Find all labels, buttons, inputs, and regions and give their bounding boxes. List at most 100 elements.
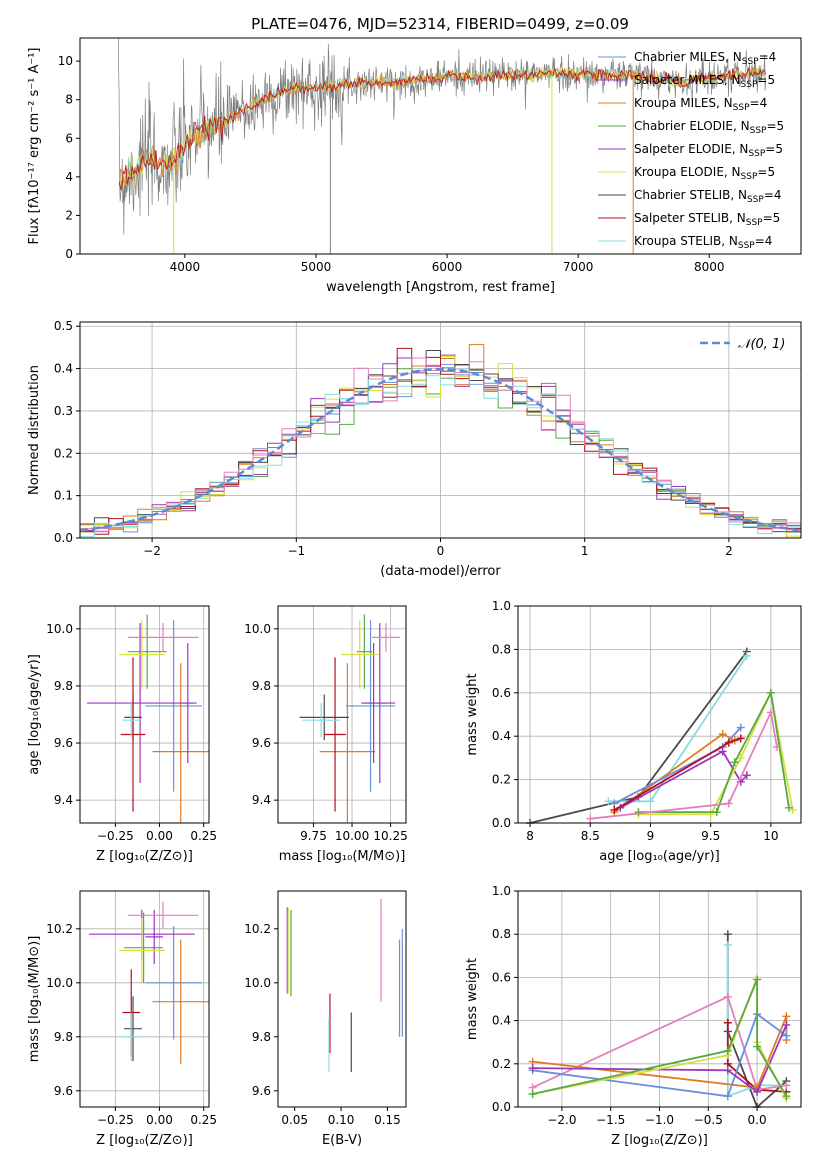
x-axis-label: wavelength [Angstrom, rest frame] (326, 280, 555, 295)
mass-weight-marker (723, 1018, 732, 1027)
x-axis-label: (data-model)/error (380, 564, 501, 579)
mass-weight-marker (718, 747, 727, 756)
x-tick-label: 9.5 (701, 829, 720, 843)
y-tick-label: 9.4 (252, 793, 271, 807)
y-tick-label: 9.8 (54, 1030, 73, 1044)
x-tick-label: −1.0 (645, 1113, 674, 1127)
x-tick-label: 2 (725, 544, 733, 558)
mass-weight-line (590, 709, 778, 820)
legend-label: Salpeter STELIB, NSSP=5 (634, 211, 780, 228)
x-tick-label: 0.00 (146, 829, 173, 843)
x-tick-label: 0.05 (281, 1113, 308, 1127)
axes-frame (79, 321, 802, 539)
axes-frame (79, 37, 802, 255)
y-tick-label: 10.0 (244, 976, 271, 990)
x-tick-label: 0.00 (146, 1113, 173, 1127)
y-tick-label: 0.2 (492, 1057, 511, 1071)
mass-weight-line (619, 750, 748, 809)
mass-weight-marker (753, 975, 762, 984)
x-axis-label: age [log₁₀(age/yr)] (599, 849, 720, 864)
x-tick-label: 0.15 (374, 1113, 401, 1127)
y-tick-label: 0.0 (54, 531, 73, 545)
y-tick-label: 0.6 (492, 970, 511, 984)
mass-weight-line (532, 995, 787, 1091)
y-tick-label: 10.2 (244, 922, 271, 936)
y-axis-label: age [log₁₀(age/yr)] (27, 654, 42, 775)
x-tick-label: 8.5 (581, 829, 600, 843)
axes-frame (79, 605, 210, 824)
axes-frame (517, 605, 802, 824)
x-axis-label: Z [log₁₀(Z/Z⊙)] (96, 849, 193, 864)
mass-weight-marker (723, 1066, 732, 1075)
y-tick-label: 1.0 (492, 884, 511, 898)
y-axis-label: Normed distribution (27, 365, 42, 495)
x-tick-label: 0.10 (328, 1113, 355, 1127)
y-tick-label: 9.6 (54, 736, 73, 750)
spectrum-panel: 4000 5000 6000 7000 8000 0 2 4 6 8 10 wavelength [A… (27, 37, 802, 295)
mass-weight-marker (634, 808, 643, 817)
normal-curve (80, 367, 801, 532)
x-tick-label: 10 (763, 829, 778, 843)
mass-weight-marker (742, 651, 751, 660)
y-tick-label: 9.4 (54, 793, 73, 807)
mass-weight-marker (610, 805, 619, 814)
residual-histogram-panel: −2 −1 0 1 2 0.0 0.1 0.2 0.3 0.4 0.5 (data-model)/er… (27, 319, 802, 579)
legend-label: Salpeter ELODIE, NSSP=5 (634, 142, 783, 159)
mass-weight-marker (723, 941, 732, 949)
y-tick-label: 2 (65, 208, 73, 222)
y-tick-label: 0 (65, 247, 73, 261)
x-tick-label: −0.5 (694, 1113, 723, 1127)
y-axis-label: mass weight (465, 673, 480, 755)
figure-title: PLATE=0476, MJD=52314, FIBERID=0499, z=0… (251, 15, 629, 33)
mass-weight-marker (782, 1092, 791, 1101)
legend-label: 𝒩(0, 1) (738, 337, 785, 352)
axes-frame (517, 890, 802, 1108)
x-axis-label: Z [log₁₀(Z/Z⊙)] (611, 1133, 708, 1148)
legend-label: Chabrier MILES, NSSP=4 (634, 50, 776, 67)
mass-weight-marker (730, 758, 739, 767)
y-tick-label: 8 (65, 93, 73, 107)
x-tick-label: 5000 (301, 260, 332, 274)
y-tick-label: 9.6 (252, 736, 271, 750)
y-tick-label: 6 (65, 131, 73, 145)
mass-weight-marker (528, 1064, 537, 1073)
y-tick-label: 9.6 (54, 1084, 73, 1098)
legend-label: Chabrier STELIB, NSSP=4 (634, 188, 782, 205)
mass-weight-marker (766, 708, 775, 717)
mass-weight-marker (604, 797, 613, 806)
mass-weight-marker (736, 753, 745, 762)
y-tick-label: 10.0 (244, 622, 271, 636)
x-tick-label: −1.5 (596, 1113, 625, 1127)
y-tick-label: 0.5 (54, 319, 73, 333)
x-tick-label: 8000 (694, 260, 725, 274)
x-tick-label: 0.25 (190, 1113, 217, 1127)
x-tick-label: −0.25 (97, 1113, 134, 1127)
y-axis-label: mass [log₁₀(M/M⊙)] (27, 936, 42, 1063)
y-tick-label: 9.8 (54, 679, 73, 693)
mass-vs-metallicity-panel: −0.25 0.00 0.25 9.6 9.8 10.0 10.2 Z [log₁₀(Z/Z⊙… (27, 890, 217, 1148)
x-tick-label: 10.00 (335, 829, 369, 843)
mass-weight-marker (723, 930, 732, 939)
mass-weight-marker (753, 1042, 762, 1051)
x-tick-label: −2.0 (547, 1113, 576, 1127)
x-tick-label: −0.25 (97, 829, 134, 843)
y-tick-label: 0.2 (492, 773, 511, 787)
y-tick-label: 9.6 (252, 1084, 271, 1098)
y-tick-label: 0.4 (54, 362, 73, 376)
x-tick-label: 10.25 (373, 829, 407, 843)
axes-frame (277, 890, 407, 1108)
y-tick-label: 0.6 (492, 686, 511, 700)
y-tick-label: 0.4 (492, 729, 511, 743)
y-tick-label: 0.0 (492, 1100, 511, 1114)
mass-weight-marker (723, 992, 732, 1001)
mass-weight-marker (586, 814, 595, 823)
mass-weight-marker (723, 1046, 732, 1055)
legend-label: Chabrier ELODIE, NSSP=5 (634, 119, 784, 136)
mass-vs-extinction-panel: 0.05 0.10 0.15 9.6 9.8 10.0 10.2 E(B-V) (244, 890, 407, 1148)
mass-weight-marker (772, 743, 781, 752)
mass-weight-line (532, 1024, 788, 1094)
mass-weight-marker (646, 797, 655, 806)
mass-weight-line (726, 1022, 787, 1093)
y-axis-label: Flux [fλ10⁻¹⁷ erg cm⁻² s⁻¹ A⁻¹] (27, 48, 42, 245)
